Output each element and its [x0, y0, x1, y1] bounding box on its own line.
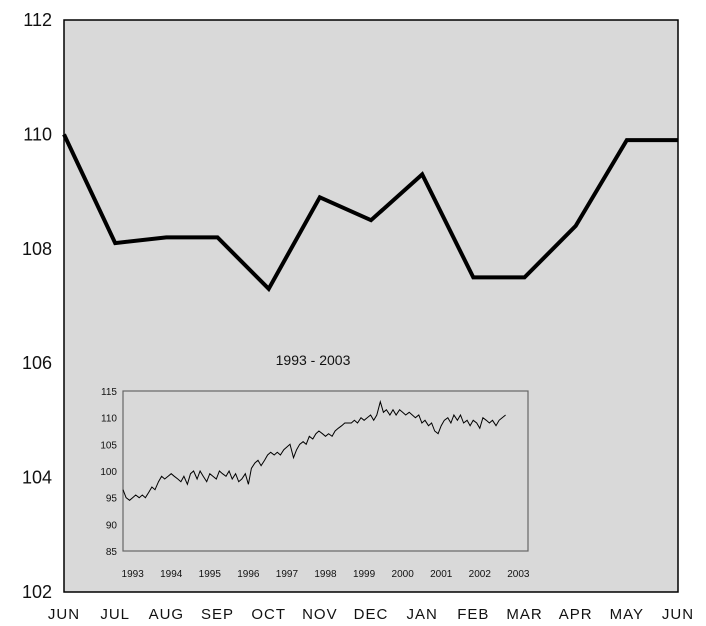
x-tick-label: JUN [48, 606, 80, 623]
x-tick-label: MAR [506, 606, 542, 623]
inset-x-tick-label: 2000 [392, 569, 415, 580]
inset-x-tick-label: 1998 [314, 569, 337, 580]
inset-y-axis-ticks: 85 90 95 100 105 110 115 [100, 387, 117, 558]
main-series-line [62, 133, 678, 293]
inset-title: 1993 - 2003 [276, 352, 351, 368]
inset-y-tick-label: 100 [100, 467, 117, 478]
y-tick-label: 102 [22, 582, 52, 602]
y-axis-ticks: 102 104 106 108 110 112 [22, 10, 52, 602]
inset-x-tick-label: 1999 [353, 569, 376, 580]
x-tick-label: MAY [610, 606, 644, 623]
x-axis-ticks: JUN JUL AUG SEP OCT NOV DEC JAN FEB MAR APR MAY JUN [48, 606, 694, 623]
inset-plot-area [122, 390, 529, 552]
x-tick-label: SEP [201, 606, 234, 623]
x-tick-label: JUN [662, 606, 694, 623]
inset-y-tick-label: 90 [106, 520, 118, 531]
inset-y-tick-label: 105 [100, 440, 117, 451]
x-tick-label: DEC [354, 606, 389, 623]
y-tick-label: 104 [22, 468, 52, 488]
x-tick-label: FEB [457, 606, 489, 623]
inset-x-tick-label: 1994 [160, 569, 183, 580]
x-tick-label: APR [559, 606, 593, 623]
inset-x-tick-label: 2003 [507, 569, 530, 580]
inset-y-tick-label: 110 [101, 414, 117, 425]
y-tick-label: 112 [23, 10, 52, 30]
inset-x-tick-label: 1995 [199, 569, 222, 580]
x-tick-label: OCT [251, 606, 286, 623]
inset-x-tick-label: 1996 [237, 569, 260, 580]
inset-series-line [122, 399, 506, 501]
inset-y-tick-label: 95 [106, 494, 118, 505]
y-tick-label: 106 [22, 353, 52, 373]
x-tick-label: AUG [149, 606, 185, 623]
inset-y-tick-label: 85 [106, 547, 118, 558]
y-tick-label: 110 [23, 124, 52, 144]
inset-x-tick-label: 2001 [430, 569, 453, 580]
inset-x-tick-label: 2002 [469, 569, 492, 580]
y-tick-label: 108 [22, 239, 52, 259]
plot-area [63, 19, 679, 593]
inset-x-axis-ticks: 1993 1994 1995 1996 1997 1998 1999 2000 2001 2002… [122, 569, 530, 580]
inset-y-tick-label: 115 [101, 387, 117, 398]
inset-x-tick-label: 1997 [276, 569, 299, 580]
x-tick-label: JAN [406, 606, 437, 623]
x-tick-label: NOV [302, 606, 338, 623]
x-tick-label: JUL [100, 606, 130, 623]
inset-x-tick-label: 1993 [122, 569, 145, 580]
